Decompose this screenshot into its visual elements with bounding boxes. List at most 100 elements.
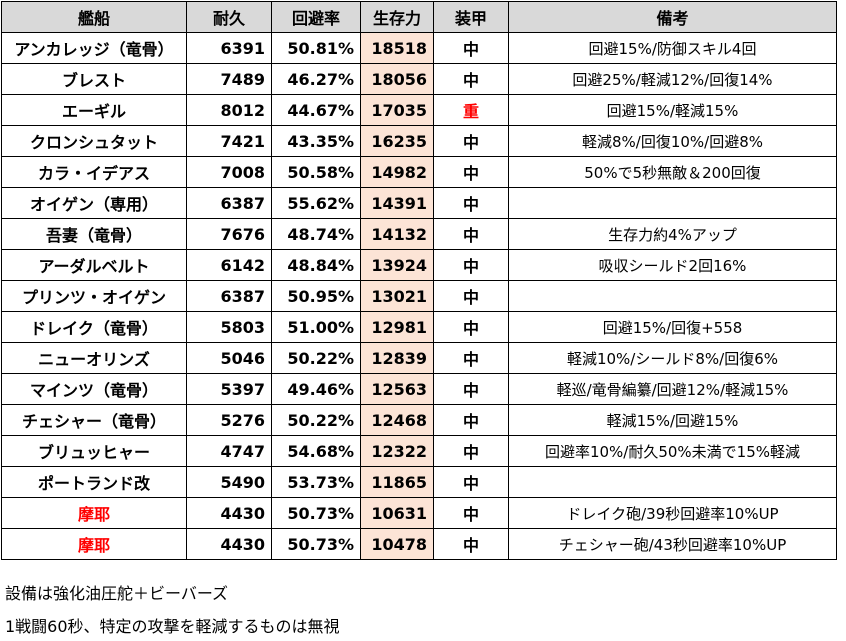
notes-cell xyxy=(508,466,837,498)
notes-cell xyxy=(508,280,837,312)
durability-cell: 7421 xyxy=(186,125,272,157)
survivability-cell: 18518 xyxy=(360,32,434,64)
survivability-cell: 10478 xyxy=(360,528,434,560)
evasion-cell: 44.67% xyxy=(271,94,361,126)
armor-cell: 中 xyxy=(433,280,509,312)
durability-cell: 6387 xyxy=(186,187,272,219)
table-row: ポートランド改 5490 53.73% 11865 中 xyxy=(1,466,837,498)
table-row: ニューオリンズ 5046 50.22% 12839 中軽減10%/シールド8%/回復6% xyxy=(1,342,837,374)
ship-name-cell: ポートランド改 xyxy=(1,466,187,498)
table-row: ブレスト 7489 46.27% 18056 中回避25%/軽減12%/回復14% xyxy=(1,63,837,95)
evasion-cell: 43.35% xyxy=(271,125,361,157)
ship-name-cell: カラ・イデアス xyxy=(1,156,187,188)
armor-cell: 中 xyxy=(433,218,509,250)
armor-cell: 中 xyxy=(433,528,509,560)
notes-cell: チェシャー砲/43秒回避率10%UP xyxy=(508,528,837,560)
header-evasion: 回避率 xyxy=(271,1,361,33)
armor-cell: 中 xyxy=(433,187,509,219)
table-row: 摩耶 4430 50.73% 10478 中チェシャー砲/43秒回避率10%UP xyxy=(1,528,837,560)
durability-cell: 4430 xyxy=(186,497,272,529)
notes-cell: 回避15%/防御スキル4回 xyxy=(508,32,837,64)
evasion-cell: 50.22% xyxy=(271,404,361,436)
evasion-cell: 51.00% xyxy=(271,311,361,343)
table-row: ブリュッヒャー 4747 54.68% 12322 中回避率10%/耐久50%未満で15… xyxy=(1,435,837,467)
notes-cell: 回避25%/軽減12%/回復14% xyxy=(508,63,837,95)
durability-cell: 5046 xyxy=(186,342,272,374)
armor-cell: 中 xyxy=(433,342,509,374)
ship-name-cell: ブリュッヒャー xyxy=(1,435,187,467)
table-row: 摩耶 4430 50.73% 10631 中ドレイク砲/39秒回避率10%UP xyxy=(1,497,837,529)
ship-name-cell: ブレスト xyxy=(1,63,187,95)
notes-cell: 回避15%/軽減15% xyxy=(508,94,837,126)
durability-cell: 8012 xyxy=(186,94,272,126)
durability-cell: 6387 xyxy=(186,280,272,312)
armor-cell: 重 xyxy=(433,94,509,126)
survivability-cell: 11865 xyxy=(360,466,434,498)
durability-cell: 5276 xyxy=(186,404,272,436)
ship-name-cell: 摩耶 xyxy=(1,497,187,529)
ship-name-cell: チェシャー（竜骨） xyxy=(1,404,187,436)
notes-cell: 吸収シールド2回16% xyxy=(508,249,837,281)
survivability-cell: 10631 xyxy=(360,497,434,529)
ship-name-cell: エーギル xyxy=(1,94,187,126)
survivability-cell: 13924 xyxy=(360,249,434,281)
notes-cell: 軽減10%/シールド8%/回復6% xyxy=(508,342,837,374)
ship-name-cell: ドレイク（竜骨） xyxy=(1,311,187,343)
notes-cell: ドレイク砲/39秒回避率10%UP xyxy=(508,497,837,529)
durability-cell: 5803 xyxy=(186,311,272,343)
armor-cell: 中 xyxy=(433,125,509,157)
table-row: マインツ（竜骨） 5397 49.46% 12563 中軽巡/竜骨編纂/回避12%/軽減… xyxy=(1,373,837,405)
survivability-cell: 12563 xyxy=(360,373,434,405)
table-row: 吾妻（竜骨） 7676 48.74% 14132 中生存力約4%アップ xyxy=(1,218,837,250)
survivability-cell: 12981 xyxy=(360,311,434,343)
evasion-cell: 49.46% xyxy=(271,373,361,405)
evasion-cell: 53.73% xyxy=(271,466,361,498)
durability-cell: 5490 xyxy=(186,466,272,498)
ship-table: 艦船 耐久 回避率 生存力 装甲 備考 アンカレッジ（竜骨） 6391 50.81%… xyxy=(1,1,837,560)
header-durability: 耐久 xyxy=(186,1,272,33)
header-ship: 艦船 xyxy=(1,1,187,33)
armor-cell: 中 xyxy=(433,373,509,405)
armor-cell: 中 xyxy=(433,311,509,343)
header-survivability: 生存力 xyxy=(360,1,434,33)
ship-name-cell: プリンツ・オイゲン xyxy=(1,280,187,312)
armor-cell: 中 xyxy=(433,156,509,188)
notes-cell: 回避15%/回復+558 xyxy=(508,311,837,343)
survivability-cell: 12468 xyxy=(360,404,434,436)
durability-cell: 6391 xyxy=(186,32,272,64)
table-row: カラ・イデアス 7008 50.58% 14982 中 50%で5秒無敵＆200回復 xyxy=(1,156,837,188)
ship-name-cell: マインツ（竜骨） xyxy=(1,373,187,405)
notes-cell: 軽減8%/回復10%/回避8% xyxy=(508,125,837,157)
ship-name-cell: クロンシュタット xyxy=(1,125,187,157)
notes-cell xyxy=(508,187,837,219)
armor-cell: 中 xyxy=(433,435,509,467)
survivability-cell: 12322 xyxy=(360,435,434,467)
durability-cell: 5397 xyxy=(186,373,272,405)
evasion-cell: 48.74% xyxy=(271,218,361,250)
table-row: チェシャー（竜骨） 5276 50.22% 12468 中軽減15%/回避15% xyxy=(1,404,837,436)
ship-name-cell: 摩耶 xyxy=(1,528,187,560)
notes-cell: 軽減15%/回避15% xyxy=(508,404,837,436)
ship-name-cell: 吾妻（竜骨） xyxy=(1,218,187,250)
armor-cell: 中 xyxy=(433,466,509,498)
footer-equipment-note: 設備は強化油圧舵＋ビーバーズ xyxy=(5,584,229,603)
evasion-cell: 50.73% xyxy=(271,497,361,529)
survivability-cell: 13021 xyxy=(360,280,434,312)
durability-cell: 7676 xyxy=(186,218,272,250)
evasion-cell: 50.95% xyxy=(271,280,361,312)
ship-name-cell: アンカレッジ（竜骨） xyxy=(1,32,187,64)
table-row: アーダルベルト 6142 48.84% 13924 中吸収シールド2回16% xyxy=(1,249,837,281)
armor-cell: 中 xyxy=(433,32,509,64)
survivability-cell: 12839 xyxy=(360,342,434,374)
survivability-cell: 17035 xyxy=(360,94,434,126)
footer-battle-note: 1戦闘60秒、特定の攻撃を軽減するものは無視 xyxy=(5,617,340,636)
survivability-cell: 14982 xyxy=(360,156,434,188)
survivability-cell: 16235 xyxy=(360,125,434,157)
armor-cell: 中 xyxy=(433,404,509,436)
durability-cell: 4430 xyxy=(186,528,272,560)
evasion-cell: 48.84% xyxy=(271,249,361,281)
notes-cell: 軽巡/竜骨編纂/回避12%/軽減15% xyxy=(508,373,837,405)
armor-cell: 中 xyxy=(433,63,509,95)
evasion-cell: 46.27% xyxy=(271,63,361,95)
table-row: アンカレッジ（竜骨） 6391 50.81% 18518 中回避15%/防御スキル4回 xyxy=(1,32,837,64)
